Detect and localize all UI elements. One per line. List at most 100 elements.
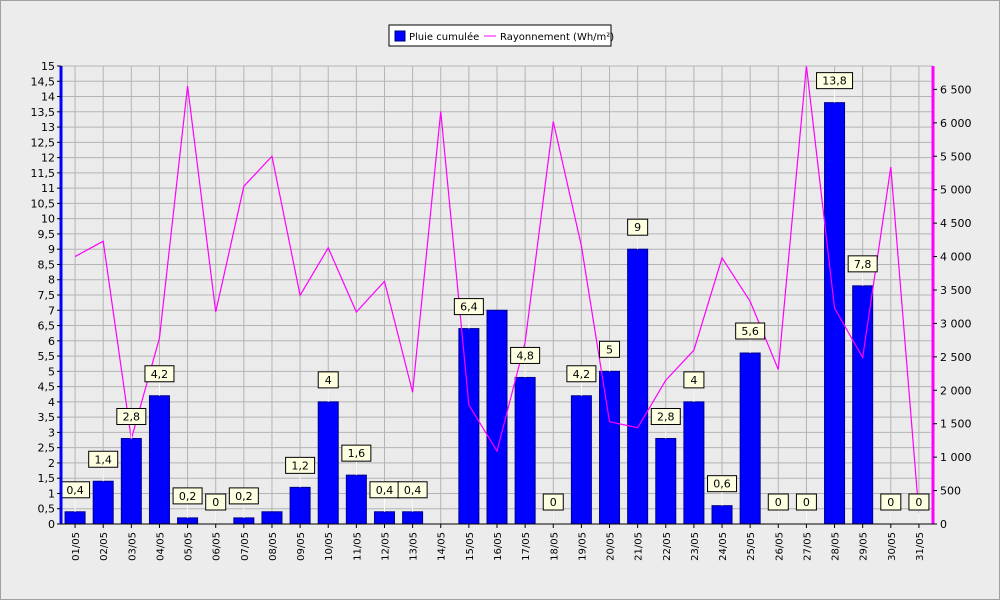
right-tick-label: 500 <box>940 485 961 498</box>
x-tick-label: 09/05 <box>296 532 307 561</box>
data-label-25/05: 5,6 <box>735 322 766 354</box>
x-tick-label: 10/05 <box>324 532 335 561</box>
data-label-box <box>116 408 147 426</box>
data-label-31/05: 0 <box>908 493 930 524</box>
data-label-text: 5 <box>606 343 613 356</box>
data-label-text: 0 <box>775 496 782 509</box>
left-tick-label: 3,5 <box>38 411 56 424</box>
data-label-text: 1,4 <box>94 453 112 466</box>
x-tick-label: 03/05 <box>127 532 138 561</box>
data-label-box <box>795 493 817 511</box>
left-tick-label: 6,5 <box>38 320 56 333</box>
data-label-text: 5,6 <box>741 325 759 338</box>
bar-02/05 <box>92 480 114 525</box>
data-label-23/05: 4 <box>683 371 705 402</box>
data-label-11/05: 1,6 <box>341 444 372 476</box>
right-tick-label: 2 500 <box>940 351 972 364</box>
right-tick-label: 2 000 <box>940 384 972 397</box>
bar-03/05 <box>120 438 142 525</box>
data-label-10/05: 4 <box>317 371 339 402</box>
legend-box <box>388 24 612 47</box>
left-tick-label: 13,5 <box>31 106 56 119</box>
left-tick-label: 11 <box>41 182 55 195</box>
left-tick-label: 2,5 <box>38 442 56 455</box>
rain-bars <box>64 102 874 525</box>
data-label-box <box>510 346 541 364</box>
data-label-box <box>542 493 564 511</box>
data-label-30/05: 0 <box>880 493 902 524</box>
bar-07/05 <box>233 517 255 525</box>
bar-20/05 <box>599 370 621 525</box>
bar-04/05 <box>148 395 170 525</box>
data-label-box <box>397 481 428 499</box>
data-label-21/05: 9 <box>627 218 649 250</box>
x-tick-label: 26/05 <box>774 532 785 561</box>
bar-10/05 <box>317 401 339 525</box>
data-label-box <box>144 365 175 383</box>
data-label-box <box>566 365 597 383</box>
left-tick-label: 5 <box>48 365 55 378</box>
radiation-line <box>74 65 920 515</box>
left-tick-label: 7,5 <box>38 289 56 302</box>
data-label-text: 0 <box>887 496 894 509</box>
data-label-04/05: 4,2 <box>144 365 175 396</box>
right-tick-label: 4 500 <box>940 217 972 230</box>
bar-15/05 <box>458 328 480 525</box>
left-tick-label: 12 <box>41 152 55 165</box>
x-tick-label: 06/05 <box>212 532 223 561</box>
left-tick-label: 13 <box>41 121 55 134</box>
x-tick-label: 25/05 <box>746 532 757 561</box>
left-tick-label: 5,5 <box>38 350 56 363</box>
data-label-03/05: 2,8 <box>116 408 147 439</box>
data-label-text: 4,2 <box>573 368 591 381</box>
bar-23/05 <box>683 401 705 525</box>
data-label-27/05: 0 <box>795 493 817 524</box>
bar-29/05 <box>852 285 874 525</box>
x-tick-label: 11/05 <box>352 532 363 561</box>
left-axis: 00,511,522,533,544,555,566,577,588,599,5… <box>31 60 63 531</box>
left-tick-label: 10 <box>41 213 55 226</box>
x-tick-label: 05/05 <box>184 532 195 561</box>
data-label-02/05: 1,4 <box>88 450 119 482</box>
data-label-box <box>228 487 259 505</box>
left-tick-label: 10,5 <box>31 197 56 210</box>
bar-09/05 <box>289 486 311 525</box>
data-label-box <box>767 493 789 511</box>
bar-25/05 <box>739 352 761 525</box>
data-label-17/05: 4,8 <box>510 346 541 378</box>
x-tick-label: 15/05 <box>465 532 476 561</box>
radiation-polyline <box>74 65 920 515</box>
right-tick-label: 0 <box>940 518 947 531</box>
data-label-19/05: 4,2 <box>566 365 597 396</box>
left-tick-label: 4,5 <box>38 381 56 394</box>
legend-label-bar: Pluie cumulée <box>409 31 479 43</box>
data-label-01/05: 0,4 <box>60 481 91 512</box>
data-label-text: 2,8 <box>123 411 141 424</box>
left-tick-label: 0 <box>48 518 55 531</box>
data-label-12/05: 0,4 <box>369 481 400 512</box>
data-label-text: 0 <box>915 496 922 509</box>
data-label-text: 1,6 <box>348 447 366 460</box>
x-axis: 01/05 02/05 03/05 04/05 05/05 06/05 07/05 08/05… <box>61 523 933 561</box>
data-label-text: 0 <box>212 496 219 509</box>
data-label-box <box>453 298 484 316</box>
left-tick-label: 11,5 <box>31 167 56 180</box>
data-label-text: 4 <box>690 374 697 387</box>
right-axis: 0 500 1 000 1 500 2 000 2 500 3 000 3 500 4 000 4… <box>931 66 972 531</box>
data-label-13/05: 0,4 <box>397 481 428 512</box>
data-label-text: 2,8 <box>657 411 675 424</box>
left-tick-label: 1 <box>48 487 55 500</box>
left-tick-label: 0,5 <box>38 503 56 516</box>
data-label-box <box>880 493 902 511</box>
bar-17/05 <box>514 376 536 525</box>
x-tick-label: 19/05 <box>577 532 588 561</box>
data-label-box <box>627 218 649 236</box>
data-label-box <box>816 72 854 90</box>
x-tick-label: 29/05 <box>859 532 870 561</box>
data-label-18/05: 0 <box>542 493 564 524</box>
x-tick-label: 28/05 <box>831 532 842 561</box>
data-label-text: 0 <box>550 496 557 509</box>
data-label-text: 9 <box>634 221 641 234</box>
x-tick-label: 24/05 <box>718 532 729 561</box>
data-label-box <box>707 475 738 493</box>
